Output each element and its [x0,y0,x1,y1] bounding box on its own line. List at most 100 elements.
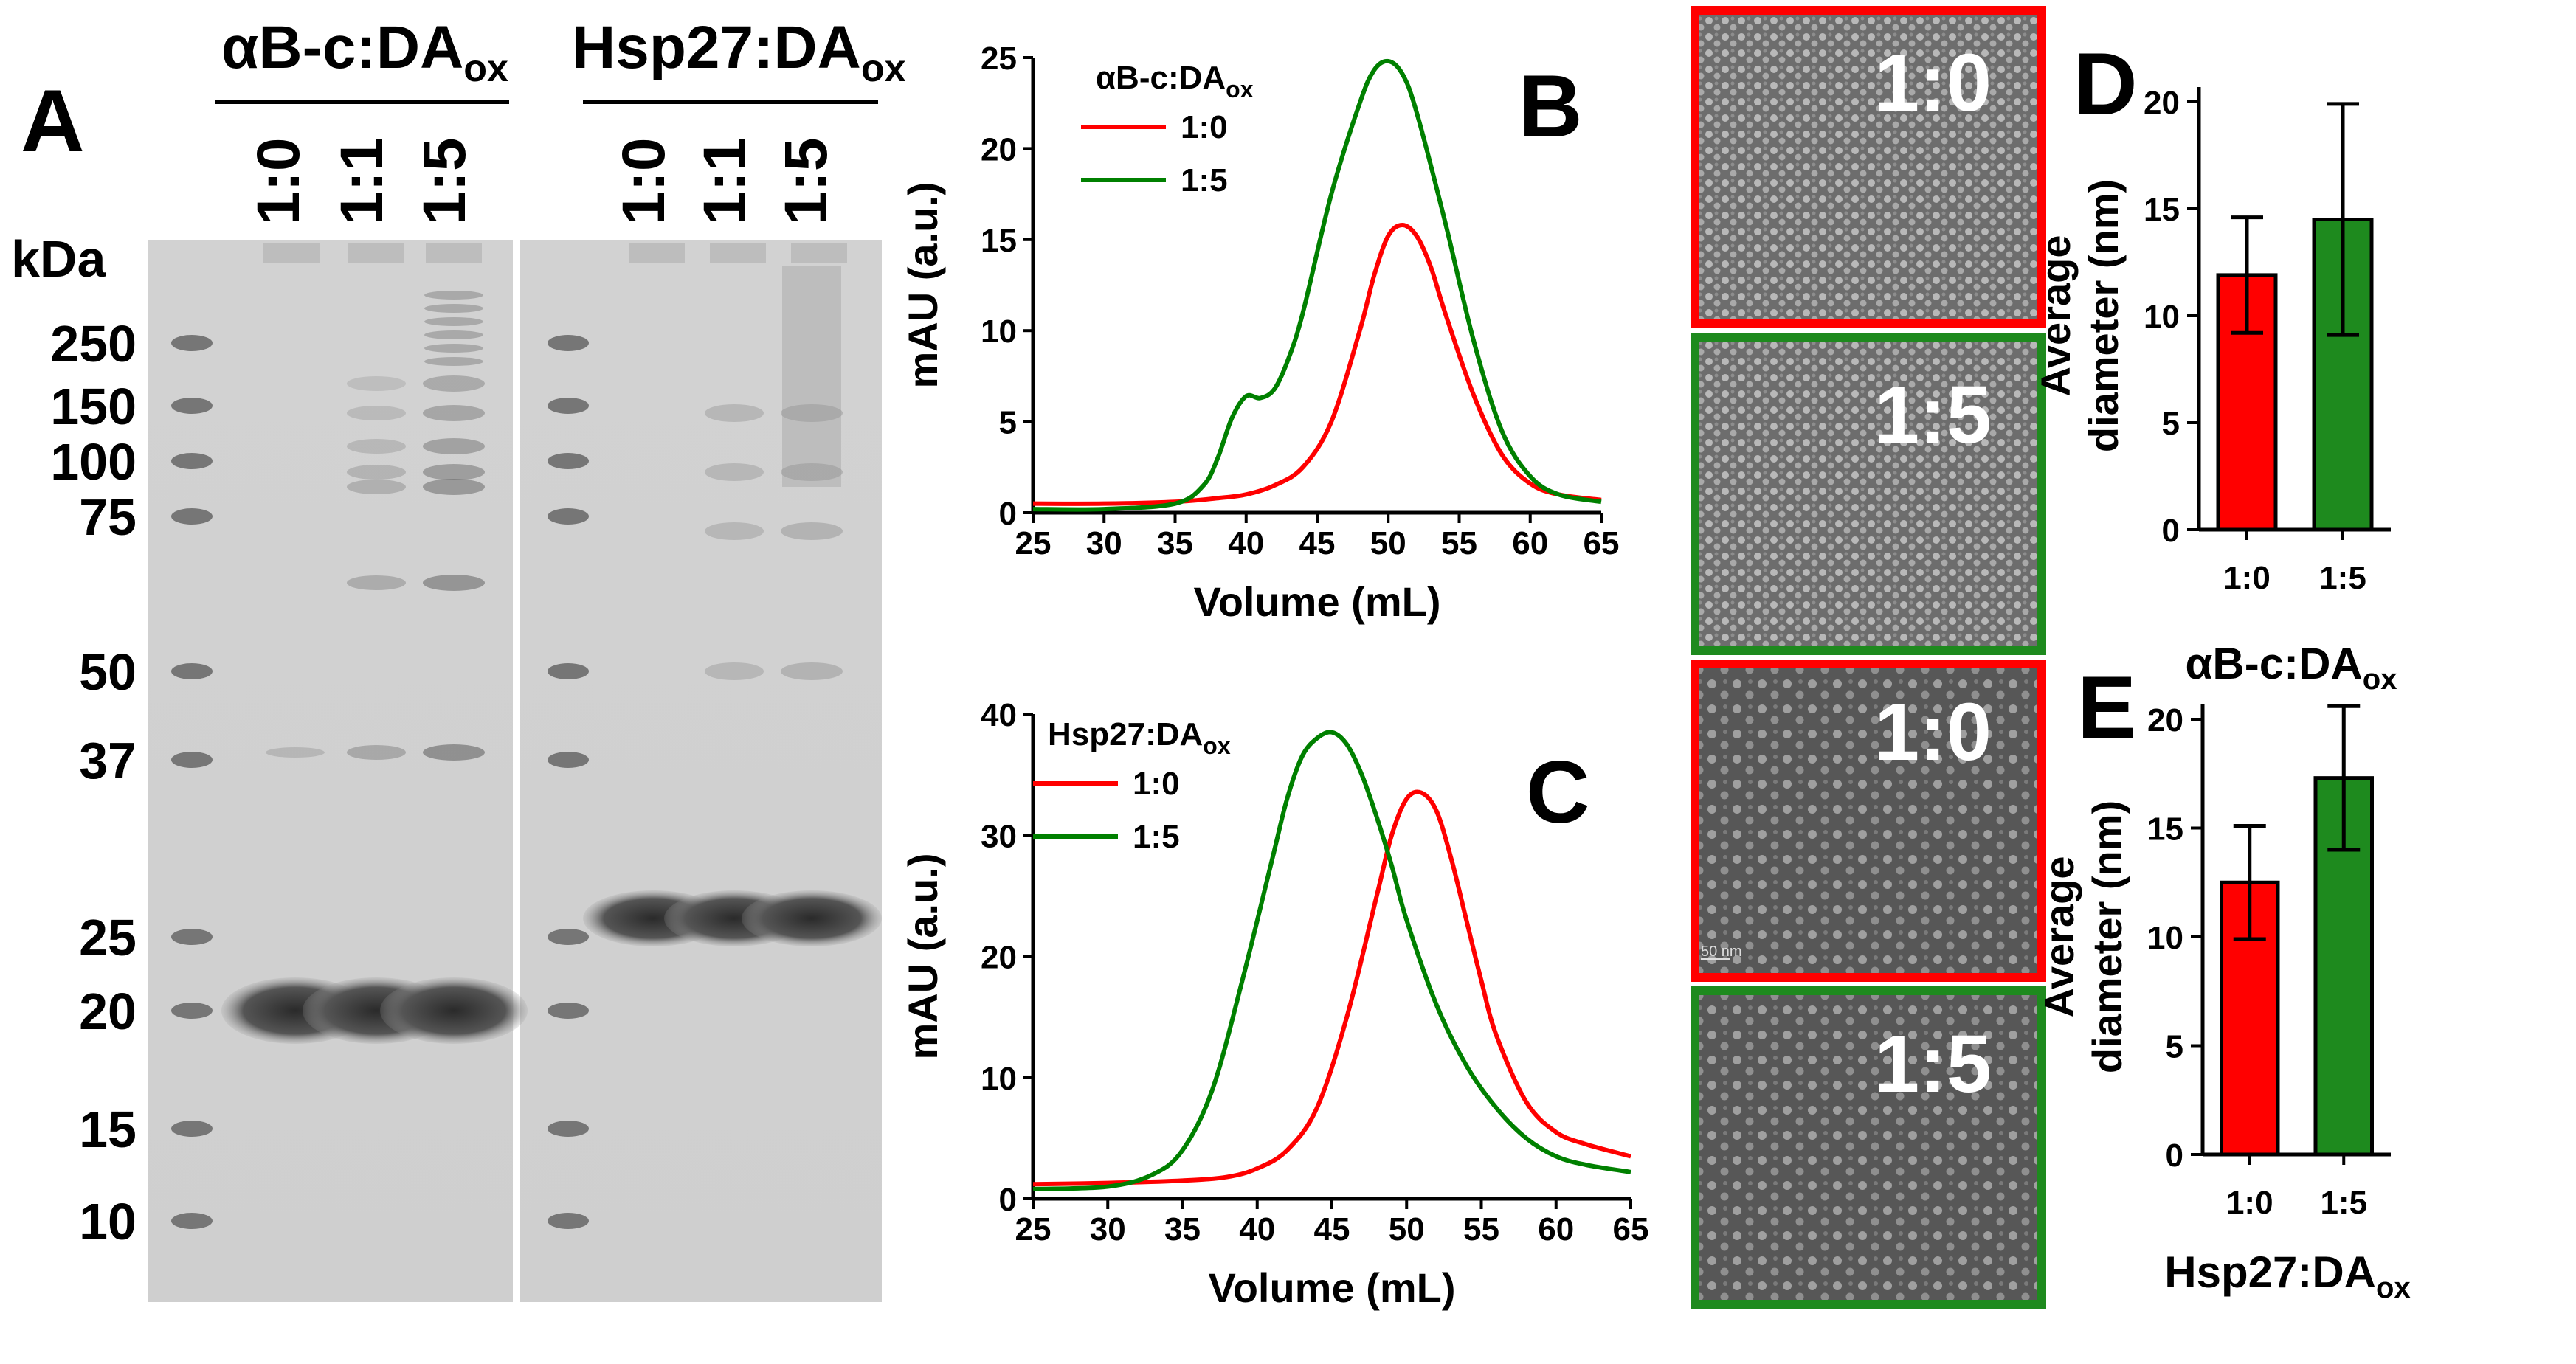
legend-title: αB-c:DAox [1096,60,1254,103]
y-axis-title: diameter (nm) [2080,179,2127,452]
x-tick-label: 35 [1157,525,1193,561]
y-tick-label: 5 [2166,1029,2183,1065]
x-axis-title: Volume (mL) [1209,1264,1456,1311]
bar-e-group-label: Hsp27:DAox [2164,1247,2410,1304]
chromatogram-c: 25 30 35 40 45 50 55 60 65 0 10 20 30 40 Volume (mL) mA… [899,697,1648,1311]
oligomer-band [705,522,764,540]
y-axis-title: diameter (nm) [2084,800,2130,1073]
tem-label: 1:5 [1874,370,1992,460]
bar-d-group-label: αB-c:DAox [2186,639,2397,696]
oligomer-band [347,376,406,391]
legend-title: Hsp27:DAox [1048,716,1231,759]
ladder-band [171,1003,213,1019]
ladder-band [171,929,213,945]
oligomer-band [347,465,406,480]
x-axis-title: Volume (mL) [1194,578,1441,625]
oligomer-band [423,438,485,454]
gel-group2-title: Hsp27:DAox [572,14,906,90]
y-axis-title: Average [2032,235,2079,397]
panel-c-letter: C [1526,743,1590,842]
tem-image-hsp-1-0 [1691,660,2046,982]
gel-lane-label: 1:1 [328,137,396,225]
ladder-band [548,1213,589,1229]
x-tick-label: 65 [1613,1211,1649,1247]
gel-well [348,243,404,263]
oligomer-band [781,662,843,680]
oligomer-band [423,464,485,480]
ladder-band [548,663,589,679]
marker-label: 75 [79,488,137,546]
oligomer-band [705,662,764,680]
y-tick-label: 40 [981,697,1017,733]
oligomer-band [347,406,406,420]
x-tick-label: 55 [1463,1211,1499,1247]
x-tick-label: 40 [1228,525,1264,561]
x-tick-label: 40 [1239,1211,1275,1247]
kda-unit-label: kDa [11,230,106,288]
x-tick-label: 1:0 [2226,1185,2273,1221]
gel-well [263,243,320,263]
smear [782,266,841,487]
ladder-band [548,453,589,469]
ladder-band [171,752,213,768]
legend-label: 1:0 [1133,766,1180,802]
x-tick-label: 1:5 [2319,560,2366,596]
ladder-band [171,508,213,525]
y-tick-label: 5 [2162,406,2180,442]
marker-label: 50 [79,643,137,701]
y-tick-label: 10 [2144,299,2180,335]
y-tick-label: 25 [981,41,1017,77]
y-axis-title: mAU (a.u.) [899,854,946,1060]
ladder-band [171,663,213,679]
tem-image-ab-1-0 [1691,6,2046,328]
marker-label: 10 [79,1193,137,1250]
series-line-1-0 [1032,789,1631,1187]
panel-b: B 25 30 35 40 45 50 55 60 65 0 5 10 15 20 25 Volume (mL… [899,41,1619,625]
bar-chart-e: 0 5 10 15 20 Average diameter (nm) 1:0 1:5 [2036,702,2391,1221]
y-tick-label: 20 [2144,85,2180,121]
oligomer-band [424,357,483,366]
panel-d-letter: D [2073,35,2138,134]
oligomer-band [781,404,843,422]
y-tick-label: 0 [999,496,1017,532]
oligomer-band [705,463,764,481]
y-tick-label: 15 [2144,192,2180,228]
tem-label: 1:5 [1874,1019,1992,1109]
oligomer-band [347,745,406,760]
y-axis-title: Average [2036,856,2082,1018]
marker-label: 37 [79,732,137,789]
marker-label: 100 [50,433,137,491]
ladder-band [548,1003,589,1019]
y-tick-label: 5 [999,405,1017,441]
x-tick-label: 30 [1090,1211,1126,1247]
ladder-band [548,752,589,768]
gel-group1-title: αB-c:DAox [221,14,508,90]
oligomer-band [423,375,485,392]
series-line-1-0 [1032,223,1602,506]
ladder-band [171,453,213,469]
y-tick-label: 10 [981,1061,1017,1097]
panel-c: C 25 30 35 40 45 50 55 60 65 0 10 20 30 40 Volume (mL)… [899,697,1648,1311]
gel-lane-label: 1:1 [691,137,759,225]
y-tick-label: 0 [999,1182,1017,1218]
oligomer-band [347,439,406,454]
x-tick-label: 60 [1512,525,1548,561]
ladder-band [171,1213,213,1229]
oligomer-band [705,404,764,422]
gel-well [426,243,482,263]
gel-well [791,243,847,263]
x-tick-label: 60 [1538,1211,1574,1247]
gel-lane-label: 1:0 [245,137,312,225]
protein-band [380,977,528,1044]
x-tick-label: 65 [1584,525,1620,561]
oligomer-band [781,463,843,481]
ladder-band [548,335,589,351]
panel-e: E 0 5 10 15 20 Average diameter (nm) 1:0 1:5 Hsp… [2036,658,2411,1304]
panel-e-letter: E [2077,658,2136,757]
ladder-band [171,335,213,351]
oligomer-band [347,575,406,590]
x-tick-label: 25 [1015,525,1052,561]
oligomer-band [347,480,406,494]
panel-d: D 0 5 10 15 20 Average diameter (nm) 1:0 1:5 αB-… [2032,35,2397,696]
